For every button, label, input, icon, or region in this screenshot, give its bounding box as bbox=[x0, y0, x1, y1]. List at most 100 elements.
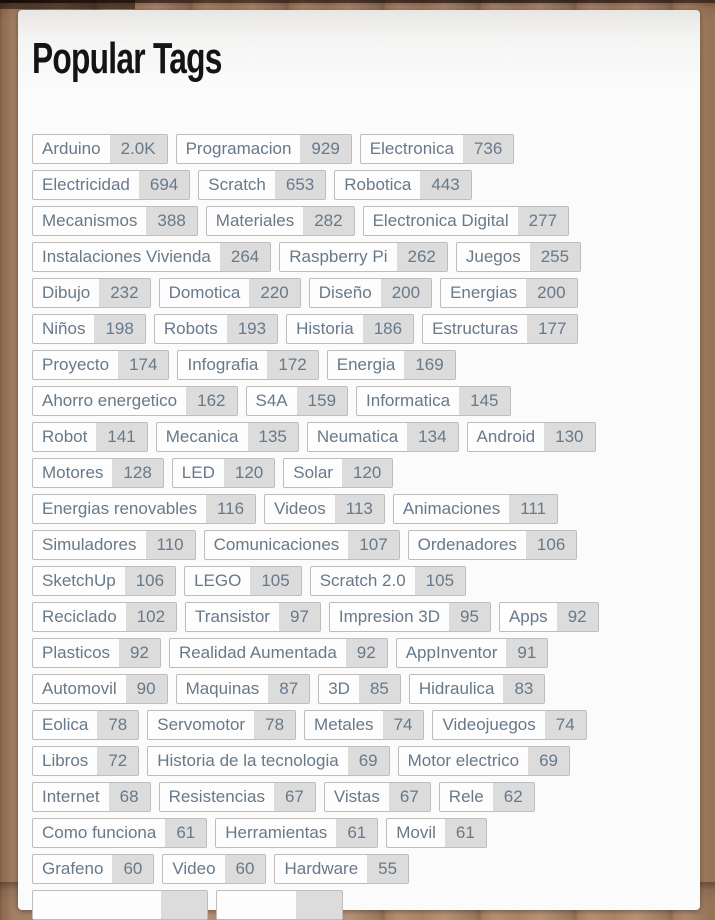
tag-count-badge: 78 bbox=[97, 711, 139, 739]
tag-animaciones[interactable]: Animaciones 111 bbox=[392, 494, 559, 524]
tag-energias-renovables[interactable]: Energias renovables 116 bbox=[32, 494, 257, 524]
tag-electronica-digital[interactable]: Electronica Digital 277 bbox=[362, 206, 570, 236]
tag-domotica[interactable]: Domotica 220 bbox=[158, 278, 301, 308]
tag-solar[interactable]: Solar 120 bbox=[283, 458, 394, 488]
tag-historia-de-la-tecnologia[interactable]: Historia de la tecnologia 69 bbox=[147, 746, 390, 776]
tag-energias[interactable]: Energias 200 bbox=[440, 278, 578, 308]
tag-comunicaciones[interactable]: Comunicaciones 107 bbox=[203, 530, 400, 560]
tag-raspberry-pi[interactable]: Raspberry Pi 262 bbox=[279, 242, 448, 272]
tag-3d[interactable]: 3D 85 bbox=[318, 674, 401, 704]
tag-label: Niños bbox=[42, 319, 86, 338]
tag-simuladores[interactable]: Simuladores 110 bbox=[32, 530, 196, 560]
tag-neumatica[interactable]: Neumatica 134 bbox=[306, 422, 459, 452]
tag-automovil[interactable]: Automovil 90 bbox=[32, 674, 168, 704]
tag-sketchup[interactable]: SketchUp 106 bbox=[32, 566, 177, 596]
tag-herramientas[interactable]: Herramientas 61 bbox=[215, 818, 379, 848]
photo-top-edge bbox=[0, 0, 715, 3]
tag-maquinas[interactable]: Maquinas 87 bbox=[175, 674, 311, 704]
tag-label: SketchUp bbox=[42, 571, 116, 590]
tag-partial[interactable] bbox=[216, 890, 343, 920]
tag-electricidad[interactable]: Electricidad 694 bbox=[32, 170, 191, 200]
tag-ahorro-energetico[interactable]: Ahorro energetico 162 bbox=[32, 386, 238, 416]
tag-row: Niños 198 Robots 193 Historia 186 Estructuras 1… bbox=[32, 314, 686, 344]
tag-label: Maquinas bbox=[185, 679, 260, 698]
tag-label: Solar bbox=[293, 463, 333, 482]
tag-hidraulica[interactable]: Hidraulica 83 bbox=[408, 674, 546, 704]
tag-libros[interactable]: Libros 72 bbox=[32, 746, 140, 776]
tag-s4a[interactable]: S4A 159 bbox=[245, 386, 349, 416]
tag-scratch-2-0[interactable]: Scratch 2.0 105 bbox=[309, 566, 467, 596]
tag-reciclado[interactable]: Reciclado 102 bbox=[32, 602, 178, 632]
tag-apps[interactable]: Apps 92 bbox=[498, 602, 599, 632]
tag-count-badge: 186 bbox=[362, 315, 414, 343]
tag-electronica[interactable]: Electronica 736 bbox=[359, 134, 515, 164]
tag-label: Neumatica bbox=[316, 427, 399, 446]
tag-lego[interactable]: LEGO 105 bbox=[184, 566, 302, 596]
tag-count-badge: 102 bbox=[125, 603, 177, 631]
tag-plasticos[interactable]: Plasticos 92 bbox=[32, 638, 161, 668]
tag-ordenadores[interactable]: Ordenadores 106 bbox=[407, 530, 578, 560]
tag-historia[interactable]: Historia 186 bbox=[286, 314, 415, 344]
tag-motores[interactable]: Motores 128 bbox=[32, 458, 164, 488]
tag-appinventor[interactable]: AppInventor 91 bbox=[395, 638, 549, 668]
tag-mecanica[interactable]: Mecanica 135 bbox=[155, 422, 299, 452]
tag-partial[interactable] bbox=[32, 890, 208, 920]
tag-robot[interactable]: Robot 141 bbox=[32, 422, 148, 452]
tag-label: Estructuras bbox=[432, 319, 519, 338]
tag-metales[interactable]: Metales 74 bbox=[304, 710, 425, 740]
tag-servomotor[interactable]: Servomotor 78 bbox=[147, 710, 297, 740]
tag-robots[interactable]: Robots 193 bbox=[153, 314, 279, 344]
tag-juegos[interactable]: Juegos 255 bbox=[455, 242, 582, 272]
tag-hardware[interactable]: Hardware 55 bbox=[274, 854, 410, 884]
tag-programacion[interactable]: Programacion 929 bbox=[175, 134, 352, 164]
tag-label: Vistas bbox=[333, 787, 380, 806]
tag-energia[interactable]: Energia 169 bbox=[326, 350, 456, 380]
tag-internet[interactable]: Internet 68 bbox=[32, 782, 151, 812]
tag-videos[interactable]: Videos 113 bbox=[264, 494, 385, 524]
tag-scratch[interactable]: Scratch 653 bbox=[198, 170, 327, 200]
tag-infografia[interactable]: Infografia 172 bbox=[177, 350, 319, 380]
tag-ni-os[interactable]: Niños 198 bbox=[32, 314, 146, 344]
tag-materiales[interactable]: Materiales 282 bbox=[205, 206, 355, 236]
tag-led[interactable]: LED 120 bbox=[171, 458, 276, 488]
tag-motor-electrico[interactable]: Motor electrico 69 bbox=[397, 746, 571, 776]
tag-instalaciones-vivienda[interactable]: Instalaciones Vivienda 264 bbox=[32, 242, 272, 272]
tag-eolica[interactable]: Eolica 78 bbox=[32, 710, 140, 740]
tag-count-badge: 78 bbox=[254, 711, 296, 739]
tag-video[interactable]: Video 60 bbox=[162, 854, 267, 884]
tag-count-badge: 74 bbox=[544, 711, 586, 739]
tag-label: Materiales bbox=[215, 211, 295, 230]
tag-grafeno[interactable]: Grafeno 60 bbox=[32, 854, 155, 884]
tag-count-badge: 128 bbox=[112, 459, 163, 487]
tag-vistas[interactable]: Vistas 67 bbox=[323, 782, 431, 812]
tag-label: Metales bbox=[314, 715, 374, 734]
tag-row: Proyecto 174 Infografia 172 Energia 169 bbox=[32, 350, 686, 380]
tag-videojuegos[interactable]: Videojuegos 74 bbox=[432, 710, 587, 740]
tag-android[interactable]: Android 130 bbox=[466, 422, 596, 452]
tag-count-badge: 134 bbox=[407, 423, 458, 451]
tag-movil[interactable]: Movil 61 bbox=[386, 818, 487, 848]
tag-label: Arduino bbox=[42, 139, 101, 158]
tag-label: Electricidad bbox=[42, 175, 130, 194]
tag-proyecto[interactable]: Proyecto 174 bbox=[32, 350, 170, 380]
tag-impresion-3d[interactable]: Impresion 3D 95 bbox=[328, 602, 491, 632]
tag-row: Motores 128 LED 120 Solar 120 bbox=[32, 458, 686, 488]
tag-arduino[interactable]: Arduino 2.0K bbox=[32, 134, 168, 164]
tag-estructuras[interactable]: Estructuras 177 bbox=[422, 314, 579, 344]
tag-rele[interactable]: Rele 62 bbox=[438, 782, 535, 812]
tag-dibujo[interactable]: Dibujo 232 bbox=[32, 278, 151, 308]
tag-como-funciona[interactable]: Como funciona 61 bbox=[32, 818, 208, 848]
tag-robotica[interactable]: Robotica 443 bbox=[334, 170, 472, 200]
tag-label: Energias bbox=[450, 283, 518, 302]
tag-label: Robot bbox=[42, 427, 88, 446]
tag-resistencias[interactable]: Resistencias 67 bbox=[158, 782, 316, 812]
tag-mecanismos[interactable]: Mecanismos 388 bbox=[32, 206, 198, 236]
tag-count-badge: 694 bbox=[138, 171, 190, 199]
tag-realidad-aumentada[interactable]: Realidad Aumentada 92 bbox=[168, 638, 388, 668]
tag-transistor[interactable]: Transistor 97 bbox=[185, 602, 321, 632]
tag-count-badge: 388 bbox=[146, 207, 197, 235]
page-title: Popular Tags bbox=[32, 34, 222, 83]
tag-dise-o[interactable]: Diseño 200 bbox=[308, 278, 433, 308]
tag-informatica[interactable]: Informatica 145 bbox=[356, 386, 511, 416]
tag-label: Diseño bbox=[318, 283, 372, 302]
